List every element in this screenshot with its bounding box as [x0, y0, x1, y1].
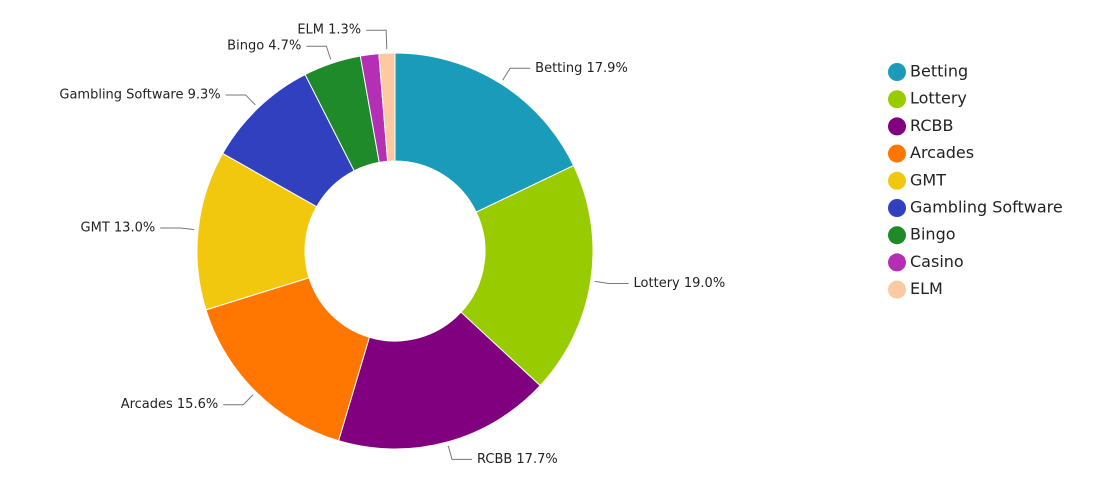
leader-line — [160, 227, 195, 230]
data-label: ELM 1.3% — [297, 23, 361, 38]
legend-label: Arcades — [910, 143, 974, 162]
slice — [378, 52, 396, 162]
data-label: Betting 17.9% — [535, 61, 628, 76]
data-label: Arcades 15.6% — [121, 397, 219, 412]
legend-label: Bingo — [910, 225, 956, 244]
legend-label: RCBB — [910, 116, 953, 135]
legend-swatch — [888, 117, 906, 136]
legend-label: Gambling Software — [910, 198, 1063, 217]
slice — [205, 277, 370, 442]
data-label: Gambling Software 9.3% — [59, 87, 220, 102]
legend-swatch — [888, 144, 906, 163]
data-label: RCBB 17.7% — [477, 452, 558, 467]
legend-swatch — [888, 90, 906, 109]
legend-label: ELM — [910, 279, 943, 298]
legend-swatch — [888, 226, 906, 245]
legend-swatch — [888, 63, 906, 81]
slice — [337, 311, 541, 450]
legend-swatch — [888, 171, 906, 190]
leader-line — [594, 280, 629, 284]
leader-line — [366, 29, 388, 50]
data-label: Bingo 4.7% — [227, 39, 301, 54]
leader-line — [502, 67, 531, 81]
leader-line — [447, 445, 472, 460]
leader-line — [223, 394, 254, 406]
leader-line — [306, 45, 332, 60]
legend-swatch — [888, 253, 906, 272]
legend-swatch — [888, 199, 906, 217]
data-label: GMT 13.0% — [81, 220, 156, 235]
data-label: Lottery 19.0% — [634, 276, 726, 291]
legend-swatch — [888, 280, 906, 299]
legend-label: Casino — [910, 252, 964, 271]
legend-label: GMT — [910, 170, 946, 189]
slice — [460, 164, 594, 387]
legend-label: Betting — [910, 62, 968, 81]
slice — [394, 52, 575, 213]
leader-line — [225, 94, 256, 106]
legend-label: Lottery — [910, 89, 967, 108]
